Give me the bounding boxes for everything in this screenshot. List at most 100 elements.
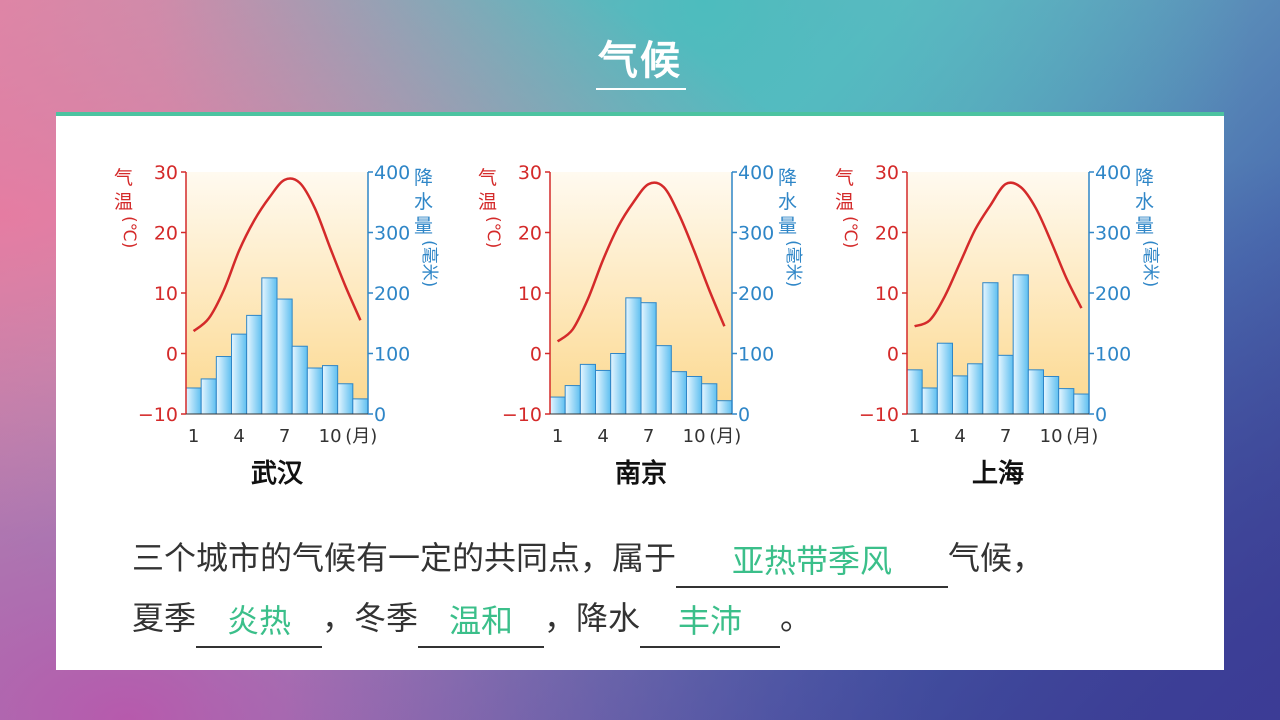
precipitation-bar	[337, 383, 354, 415]
question-part-5: ，降水	[544, 599, 641, 637]
temperature-axis-label-unit: (℃)	[840, 216, 860, 248]
answer-blank-summer: 炎热	[196, 596, 323, 648]
city-name: 上海	[972, 459, 1024, 489]
precipitation-bar	[200, 378, 217, 415]
temperature-axis-label-unit: (℃)	[119, 216, 139, 248]
precipitation-bar	[322, 365, 339, 415]
precipitation-tick-label: 200	[374, 283, 410, 305]
precipitation-axis-label: 量	[414, 215, 433, 237]
month-tick-label: 7	[643, 426, 654, 447]
precipitation-bar	[686, 375, 703, 415]
precipitation-tick-label: 100	[374, 344, 410, 366]
question-part-4: ，冬季	[322, 599, 419, 637]
precipitation-tick-label: 100	[1095, 344, 1131, 366]
temperature-tick-label: 10	[518, 283, 542, 305]
slide-title: 气候	[598, 38, 682, 84]
precipitation-axis-label-unit: (毫米)	[783, 240, 803, 287]
precipitation-axis-label: 水	[1135, 191, 1154, 213]
precipitation-tick-label: 0	[1095, 404, 1107, 426]
precipitation-tick-label: 200	[1095, 283, 1131, 305]
month-tick-label: 4	[233, 426, 244, 447]
precipitation-bar	[579, 363, 597, 415]
climate-chart-wuhan: 30 20 10 0 −10 气温 (℃) 400 300 200 100 0 降水量 (毫米) 1 4 7 10…	[110, 160, 440, 490]
temperature-axis-label: 气	[114, 167, 133, 189]
precipitation-bar	[936, 342, 954, 415]
temperature-axis-label: 温	[835, 191, 854, 213]
temperature-line	[192, 177, 362, 333]
precipitation-bar	[640, 302, 657, 415]
precipitation-axis-label-unit: (毫米)	[1140, 240, 1160, 287]
temperature-tick-label: 30	[875, 162, 899, 184]
precipitation-bar	[185, 387, 202, 415]
precipitation-bar	[921, 387, 938, 415]
question-part-1: 三个城市的气候有一定的共同点，属于	[132, 539, 677, 577]
precipitation-bar	[1027, 369, 1044, 415]
temperature-tick-label: −10	[138, 404, 178, 426]
precipitation-bar	[952, 375, 969, 415]
precipitation-tick-label: 400	[738, 162, 774, 184]
month-tick-label: 1	[909, 426, 920, 447]
question-part-6: 。	[780, 599, 813, 637]
temperature-tick-label: 20	[154, 223, 178, 245]
precipitation-tick-label: 200	[738, 283, 774, 305]
precipitation-bar	[701, 383, 718, 415]
content-panel: 30 20 10 0 −10 气温 (℃) 400 300 200 100 0 降水量 (毫米) 1 4 7 10…	[56, 112, 1224, 670]
precipitation-bar	[261, 277, 278, 415]
month-tick-label: 10	[319, 426, 342, 447]
precipitation-tick-label: 400	[374, 162, 410, 184]
temperature-axis-label: 气	[835, 167, 854, 189]
precipitation-tick-label: 300	[738, 223, 774, 245]
precipitation-bar	[215, 356, 233, 415]
precipitation-bar	[549, 396, 566, 415]
precipitation-bar	[1012, 274, 1029, 415]
answer-blank-climate: 亚热带季风	[676, 536, 949, 588]
title-underline	[596, 88, 686, 90]
temperature-tick-label: 30	[154, 162, 178, 184]
precipitation-bar	[352, 398, 369, 415]
temperature-tick-label: 20	[875, 223, 899, 245]
precipitation-bar	[997, 354, 1014, 415]
precipitation-axis-label: 量	[778, 215, 797, 237]
precipitation-bar	[595, 369, 612, 415]
question-part-2: 气候，	[948, 539, 1045, 577]
month-unit-label: (月)	[345, 426, 377, 447]
month-unit-label: (月)	[1066, 426, 1098, 447]
month-tick-label: 7	[1000, 426, 1011, 447]
temperature-tick-label: −10	[859, 404, 899, 426]
precipitation-bar	[1058, 388, 1075, 415]
precipitation-bar	[670, 371, 687, 415]
temperature-axis-label: 温	[114, 191, 133, 213]
precipitation-bar	[291, 345, 308, 415]
precipitation-axis-label-unit: (毫米)	[419, 240, 439, 287]
month-tick-label: 7	[279, 426, 290, 447]
precipitation-bar	[982, 282, 999, 415]
temperature-tick-label: 20	[518, 223, 542, 245]
month-tick-label: 1	[552, 426, 563, 447]
month-tick-label: 10	[683, 426, 706, 447]
temperature-line	[914, 181, 1083, 328]
answer-blank-winter: 温和	[418, 596, 545, 648]
temperature-tick-label: 10	[875, 283, 899, 305]
climate-chart-nanjing: 30 20 10 0 −10 气温 (℃) 400 300 200 100 0 降水量 (毫米) 1 4 7 10…	[474, 160, 804, 490]
temperature-line	[556, 181, 726, 343]
precipitation-bar	[610, 353, 627, 415]
month-tick-label: 1	[188, 426, 199, 447]
precipitation-bar	[1043, 375, 1060, 415]
temperature-axis-label-unit: (℃)	[483, 216, 503, 248]
temperature-tick-label: −10	[502, 404, 542, 426]
question-part-3: 夏季	[132, 599, 197, 637]
precipitation-axis-label: 降	[1135, 167, 1154, 189]
precipitation-axis-label: 水	[414, 191, 433, 213]
question-text: 三个城市的气候有一定的共同点，属于 亚热带季风 气候， 夏季 炎热 ，冬季 温和 ，降水 丰沛…	[132, 528, 1192, 648]
precipitation-bar	[306, 367, 323, 415]
precipitation-bar	[564, 385, 581, 415]
city-name: 武汉	[251, 459, 304, 489]
precipitation-axis-label: 降	[778, 167, 797, 189]
climate-chart-shanghai: 30 20 10 0 −10 气温 (℃) 400 300 200 100 0 降水量 (毫米) 1 4 7 10…	[831, 160, 1161, 490]
precipitation-bar	[967, 363, 984, 415]
precipitation-tick-label: 300	[1095, 223, 1131, 245]
precipitation-tick-label: 0	[738, 404, 750, 426]
